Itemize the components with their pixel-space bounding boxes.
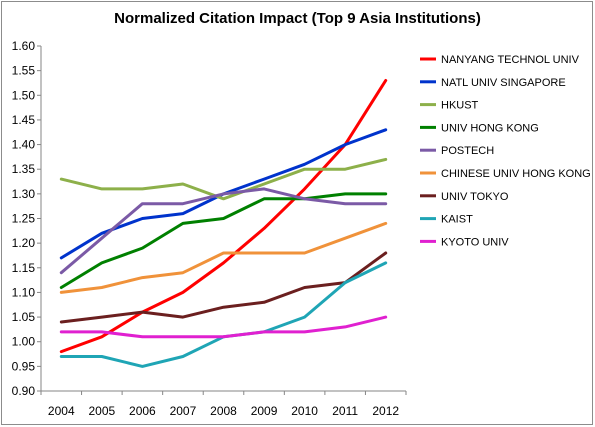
y-tick-label: 1.20 <box>12 236 36 250</box>
y-tick-label: 1.05 <box>12 310 36 324</box>
y-tick-label: 0.95 <box>12 359 36 373</box>
series-lines <box>59 79 388 368</box>
y-tick-label: 1.10 <box>12 285 36 299</box>
series-line-5 <box>59 187 388 275</box>
y-tick-label: 1.55 <box>12 64 36 78</box>
series-line-1 <box>59 79 388 354</box>
series-line-4 <box>59 192 388 289</box>
y-tick-label: 1.60 <box>12 39 36 53</box>
x-tick-label: 2012 <box>372 404 399 418</box>
legend-label: UNIV TOKYO <box>441 191 509 203</box>
x-tick-label: 2008 <box>210 404 237 418</box>
axes <box>37 45 407 395</box>
y-tick-label: 1.30 <box>12 187 36 201</box>
series-line-7 <box>59 251 388 324</box>
x-tick-label: 2005 <box>88 404 115 418</box>
legend: NANYANG TECHNOL UNIV NATL UNIV SINGAPORE H… <box>420 54 591 248</box>
x-tick-label: 2004 <box>48 404 75 418</box>
legend-label: CHINESE UNIV HONG KONG <box>441 168 591 180</box>
y-tick-label: 1.35 <box>12 162 36 176</box>
series-line-9 <box>59 315 388 339</box>
y-tick-labels: 0.90 0.95 1.00 1.05 1.10 1.15 1.20 1.25 1.30 1.35… <box>12 39 36 398</box>
y-tick-label: 1.15 <box>12 261 36 275</box>
series-line-3 <box>59 157 388 201</box>
legend-label: NATL UNIV SINGAPORE <box>441 77 566 89</box>
y-tick-label: 1.25 <box>12 212 36 226</box>
x-tick-label: 2011 <box>332 404 358 418</box>
legend-label: UNIV HONG KONG <box>441 122 539 134</box>
legend-label: KAIST <box>441 214 473 226</box>
chart-title: Normalized Citation Impact (Top 9 Asia I… <box>114 10 481 27</box>
y-tick-label: 1.50 <box>12 88 36 102</box>
legend-label: KYOTO UNIV <box>441 236 509 248</box>
x-tick-label: 2009 <box>251 404 278 418</box>
x-tick-label: 2006 <box>129 404 156 418</box>
series-line-6 <box>59 221 388 294</box>
legend-label: POSTECH <box>441 145 494 157</box>
x-tick-label: 2010 <box>291 404 318 418</box>
legend-label: HKUST <box>441 100 479 112</box>
y-tick-label: 1.00 <box>12 335 36 349</box>
y-tick-label: 0.90 <box>12 384 36 398</box>
y-tick-label: 1.40 <box>12 138 36 152</box>
x-tick-labels: 2004 2005 2006 2007 2008 2009 2010 2011 2012 <box>48 404 399 418</box>
legend-label: NANYANG TECHNOL UNIV <box>441 54 580 66</box>
x-tick-label: 2007 <box>170 404 197 418</box>
y-tick-label: 1.45 <box>12 113 36 127</box>
